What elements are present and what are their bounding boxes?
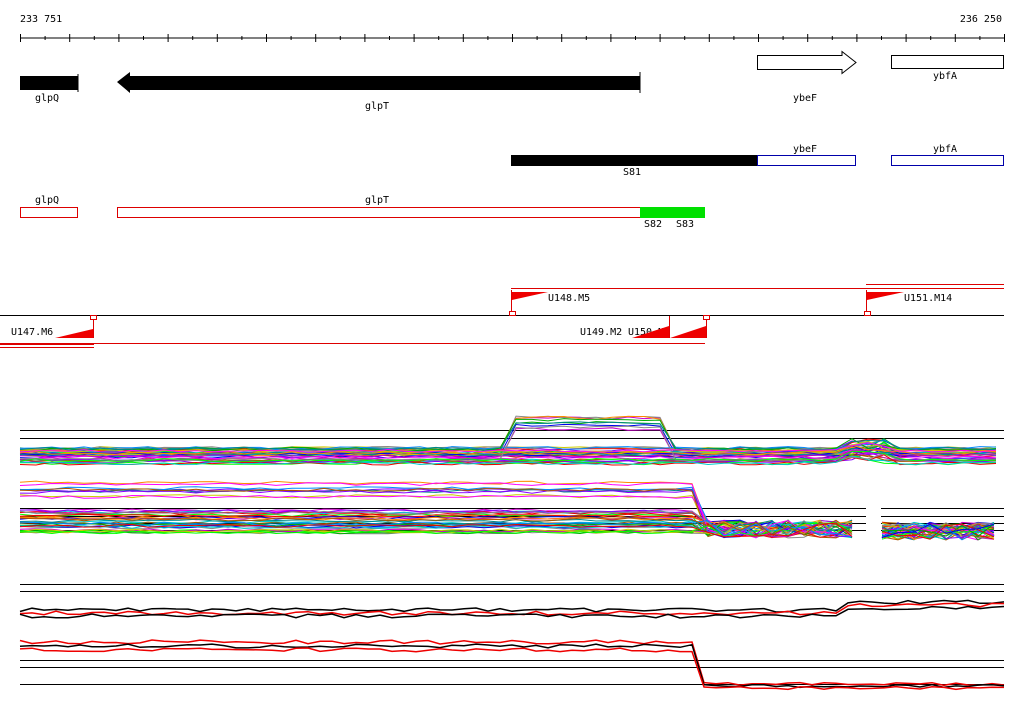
trace (19, 605, 1005, 619)
segment-green (640, 207, 705, 218)
trace (19, 602, 1005, 616)
gene-label: ybeF (793, 93, 817, 104)
segment-S81 (511, 155, 757, 166)
trace (881, 523, 995, 537)
gene-label: ybfA (933, 144, 957, 155)
trace (19, 482, 853, 539)
promoter-box (864, 311, 871, 316)
gene-label: ybfA (933, 71, 957, 82)
segment-label: S83 (676, 219, 694, 230)
gene-label: glpQ (35, 93, 59, 104)
trace (19, 520, 853, 538)
promoter-flag (632, 326, 669, 338)
trace (19, 455, 997, 466)
gene-box (891, 155, 1004, 166)
trace (19, 487, 853, 538)
trace (19, 647, 1005, 691)
gene-box (117, 207, 641, 218)
promoter-label: U148.M5 (548, 293, 590, 304)
trace (881, 523, 995, 541)
trace (19, 517, 853, 536)
gene-glpQ (20, 76, 78, 90)
gene-ybfA (891, 55, 1004, 69)
trace (19, 444, 997, 455)
segment-label: S82 (644, 219, 662, 230)
ruler-ticks (20, 34, 1005, 42)
ruler-end: 236 250 (960, 14, 1002, 25)
trace (19, 449, 996, 459)
segment-label: S81 (623, 167, 641, 178)
trace (19, 450, 997, 462)
promoter-flag (867, 292, 904, 300)
ruler-start: 233 751 (20, 14, 62, 25)
trace (881, 523, 995, 541)
trace (19, 643, 1005, 689)
gene-box (20, 207, 78, 218)
gene-glpT (117, 72, 640, 93)
promoter-box (90, 315, 97, 320)
gene-label: glpQ (35, 195, 59, 206)
trace (19, 442, 997, 453)
gene-label: glpT (365, 195, 389, 206)
trace (19, 516, 853, 536)
gene-box (757, 155, 856, 166)
promoter-label: U151.M14 (904, 293, 952, 304)
gene-label: ybeF (793, 144, 817, 155)
trace (19, 639, 1005, 687)
promoter-flag (55, 329, 93, 338)
trace (19, 599, 1005, 613)
promoter-label: U149.M2 (580, 327, 622, 338)
promoter-box (509, 311, 516, 316)
trace (19, 522, 853, 537)
promoter-box (703, 315, 710, 320)
trace (19, 452, 997, 460)
trace (881, 522, 995, 532)
gene-label: glpT (365, 101, 389, 112)
promoter-label: U147.M6 (11, 327, 53, 338)
promoter-flag (670, 326, 706, 338)
trace-gap (866, 500, 881, 545)
promoter-flag (512, 292, 548, 300)
expression-traces (19, 415, 1005, 691)
trace (881, 523, 995, 538)
trace (881, 523, 995, 540)
gene-ybeF (757, 50, 857, 75)
trace (19, 522, 853, 538)
trace (19, 521, 853, 539)
